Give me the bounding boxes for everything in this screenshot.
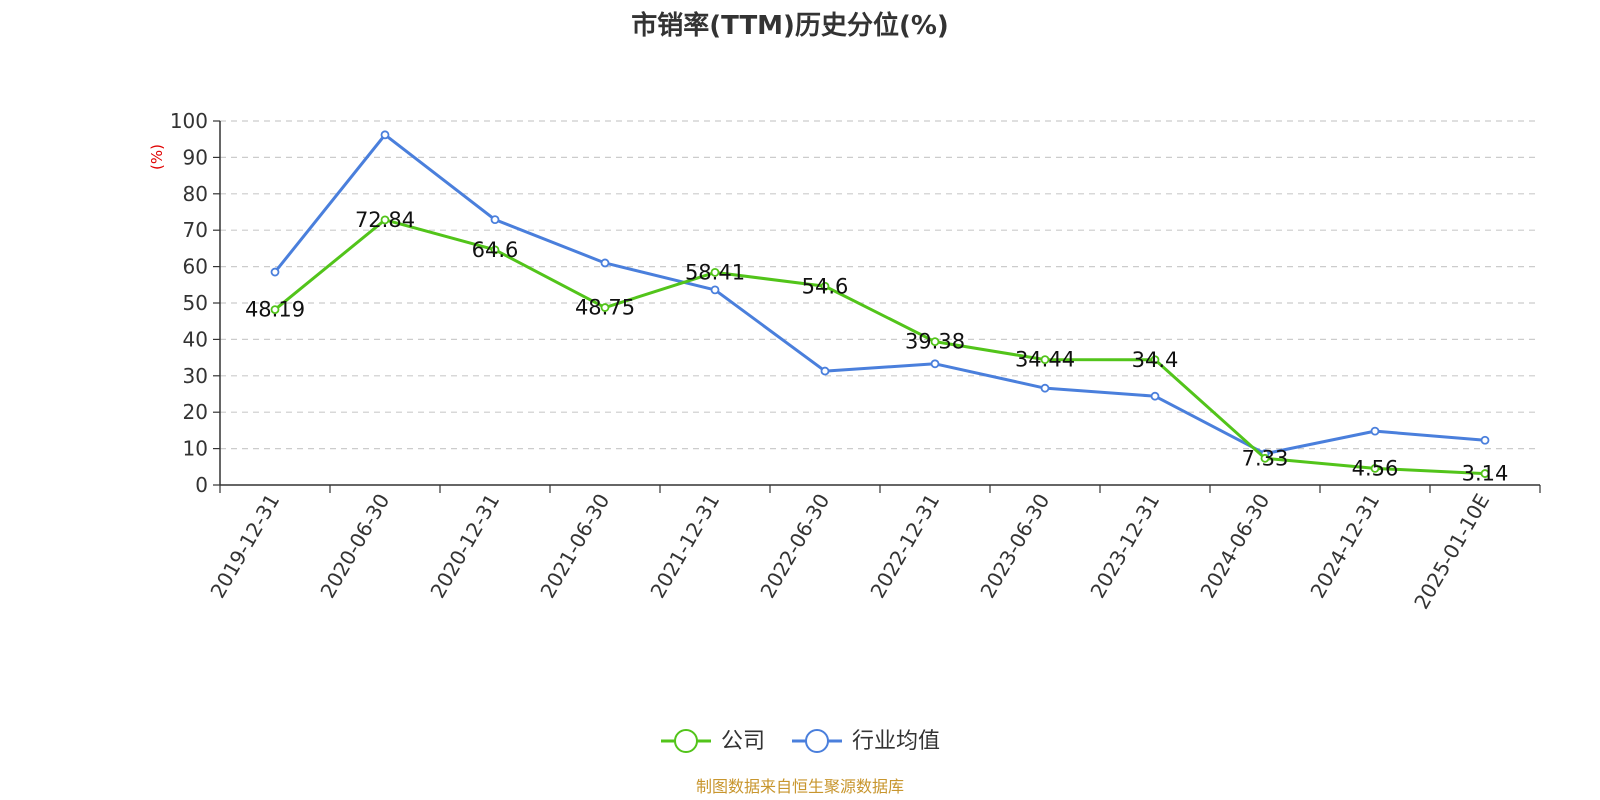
x-tick-label: 2023-06-30	[975, 490, 1054, 603]
industry-data-point	[270, 267, 280, 277]
data-label: 54.6	[802, 274, 849, 298]
chart-title: 市销率(TTM)历史分位(%)	[631, 10, 949, 41]
y-tick-label: 0	[195, 473, 208, 497]
company-data-point	[930, 337, 940, 347]
data-label: 58.41	[685, 260, 745, 284]
x-tick-label: 2020-06-30	[315, 490, 394, 603]
y-tick-label: 90	[183, 145, 208, 169]
industry-data-point	[490, 215, 500, 225]
industry-data-point	[1370, 426, 1380, 436]
legend-item-company[interactable]: 公司	[661, 729, 765, 754]
company-data-point	[710, 267, 720, 277]
data-label: 39.38	[905, 330, 965, 354]
company-series-line	[274, 218, 1486, 476]
series-lines	[270, 130, 1490, 478]
x-tick-label: 2019-12-31	[205, 490, 284, 603]
x-tick-label: 2020-12-31	[425, 490, 504, 603]
company-data-point	[1370, 464, 1380, 473]
legend-item-industry[interactable]: 行业均值	[792, 729, 940, 754]
gridlines	[220, 120, 1540, 450]
y-tick-label: 100	[170, 109, 208, 133]
data-label: 3.14	[1462, 462, 1509, 486]
x-tick-labels: 2019-12-31 2020-06-30 2020-12-31 2021-06-30…	[205, 490, 1494, 614]
data-label: 72.84	[355, 208, 415, 232]
legend[interactable]: 公司 行业均值	[661, 729, 940, 754]
data-label: 48.19	[245, 298, 305, 322]
data-label: 7.33	[1242, 446, 1289, 470]
industry-data-point	[930, 359, 940, 369]
y-tick-label: 80	[183, 182, 208, 206]
company-data-point	[1150, 355, 1160, 365]
y-tick-labels: 0 10 20 30 40 50 60 70 80 90 100	[170, 109, 208, 497]
x-tick-label: 2025-01-10E	[1409, 490, 1494, 614]
industry-data-point	[600, 258, 610, 268]
industry-data-point	[1480, 435, 1490, 445]
company-data-point	[1040, 355, 1050, 365]
legend-label: 公司	[721, 729, 765, 754]
x-tick-label: 2021-12-31	[645, 490, 724, 603]
y-tick-label: 50	[183, 291, 208, 315]
x-tick-label: 2021-06-30	[535, 490, 614, 603]
axes	[213, 120, 1541, 493]
industry-data-point	[1040, 383, 1050, 393]
legend-marker	[674, 729, 698, 753]
y-tick-label: 40	[183, 327, 208, 351]
company-data-point	[490, 245, 500, 255]
x-tick-label: 2024-06-30	[1195, 490, 1274, 603]
data-label: 4.56	[1352, 456, 1399, 480]
source-note: 制图数据来自恒生聚源数据库	[696, 777, 904, 796]
y-tick-label: 10	[183, 437, 208, 461]
industry-data-point	[380, 130, 390, 140]
company-data-point	[600, 303, 610, 312]
y-tick-label: 60	[183, 255, 208, 279]
company-data-point	[820, 281, 830, 291]
legend-marker	[805, 729, 829, 753]
data-label: 34.4	[1132, 348, 1179, 372]
data-label: 48.75	[575, 296, 635, 320]
legend-label: 行业均值	[852, 729, 940, 754]
industry-series-line	[273, 133, 1486, 456]
company-data-point	[1480, 469, 1490, 478]
y-axis-label: (%)	[148, 144, 166, 170]
company-data-point	[1260, 453, 1270, 463]
x-tick-label: 2023-12-31	[1085, 490, 1164, 603]
y-tick-label: 20	[183, 400, 208, 424]
y-tick-label: 70	[183, 218, 208, 242]
y-tick-label: 30	[183, 364, 208, 388]
x-tick-label: 2022-06-30	[755, 490, 834, 603]
industry-data-point	[1150, 391, 1160, 401]
data-labels: 48.19 72.84 64.6 48.75 58.41 54.6 39.38 34.44 34…	[245, 208, 1508, 486]
x-tick-label: 2022-12-31	[865, 490, 944, 603]
data-label: 34.44	[1015, 348, 1075, 372]
x-tick-label: 2024-12-31	[1305, 490, 1384, 603]
industry-data-point	[710, 285, 720, 295]
company-data-point	[380, 215, 390, 225]
data-label: 64.6	[472, 238, 519, 262]
company-data-point	[270, 305, 280, 314]
industry-data-point	[820, 366, 830, 376]
